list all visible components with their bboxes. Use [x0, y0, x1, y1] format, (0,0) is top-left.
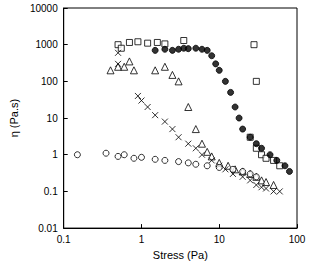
- svg-text:0.1: 0.1: [57, 234, 71, 245]
- svg-text:1: 1: [139, 234, 145, 245]
- svg-text:1000: 1000: [35, 39, 58, 50]
- svg-text:10000: 10000: [30, 3, 58, 14]
- svg-text:100: 100: [41, 76, 58, 87]
- svg-text:1: 1: [52, 149, 58, 160]
- svg-text:10: 10: [47, 113, 59, 124]
- svg-text:η (Pa.s): η (Pa.s): [8, 99, 20, 138]
- svg-text:Stress (Pa): Stress (Pa): [153, 249, 208, 261]
- svg-text:0.01: 0.01: [38, 223, 58, 234]
- svg-text:10: 10: [214, 234, 226, 245]
- svg-text:100: 100: [289, 234, 306, 245]
- svg-text:0.1: 0.1: [44, 186, 58, 197]
